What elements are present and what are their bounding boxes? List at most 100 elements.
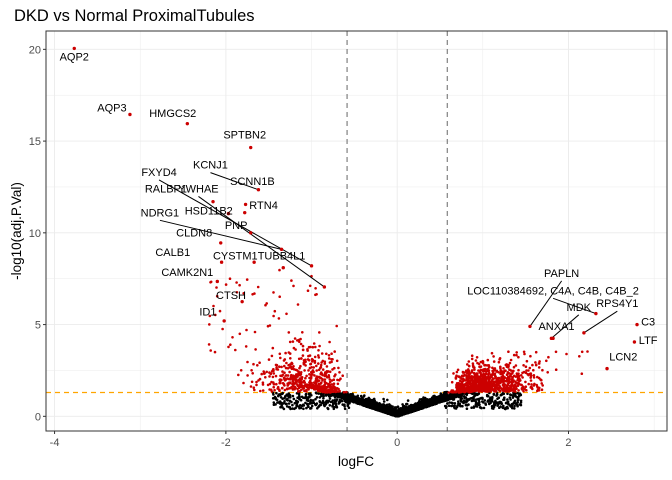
point-significant: [304, 383, 308, 387]
point-significant: [475, 381, 478, 384]
point-significant: [495, 370, 499, 373]
point-nonsignificant: [510, 402, 514, 406]
point-nonsignificant: [401, 409, 404, 413]
point-nonsignificant: [491, 400, 494, 403]
point-significant: [304, 389, 308, 392]
point-nonsignificant: [382, 400, 386, 403]
point-nonsignificant: [307, 405, 310, 409]
point-significant: [244, 345, 248, 348]
point-significant: [318, 344, 321, 348]
point-significant: [259, 389, 262, 393]
point-nonsignificant: [373, 407, 377, 410]
point-nonsignificant: [432, 397, 436, 401]
point-nonsignificant: [516, 391, 519, 395]
point-significant: [280, 365, 283, 369]
point-significant: [318, 382, 321, 386]
point-significant: [295, 373, 298, 376]
point-significant: [529, 354, 532, 358]
point-significant: [295, 380, 299, 384]
point-nonsignificant: [287, 402, 291, 405]
point-nonsignificant: [368, 406, 372, 409]
point-significant: [482, 372, 486, 376]
point-significant: [312, 366, 316, 369]
point-nonsignificant: [473, 394, 476, 398]
point-significant: [528, 366, 532, 370]
point-significant: [493, 372, 497, 376]
point-nonsignificant: [317, 392, 321, 395]
point-significant: [447, 391, 451, 394]
point-significant: [517, 372, 520, 376]
point-significant: [318, 385, 322, 388]
point-nonsignificant: [295, 402, 299, 406]
point-nonsignificant: [518, 403, 521, 406]
point-significant: [327, 389, 330, 393]
point-significant: [317, 354, 320, 357]
point-significant: [334, 373, 337, 376]
point-significant: [268, 324, 272, 327]
gene-label: SPTBN2: [223, 129, 266, 141]
point-significant: [297, 386, 301, 390]
point-significant: [511, 376, 514, 380]
point-significant: [271, 375, 275, 379]
point-significant: [270, 390, 274, 393]
point-significant: [512, 385, 515, 388]
point-significant: [251, 372, 254, 375]
point-significant: [529, 379, 533, 382]
point-significant: [492, 360, 496, 363]
point-significant: [238, 332, 242, 336]
point-significant: [452, 372, 455, 375]
point-nonsignificant: [474, 400, 478, 404]
point-nonsignificant: [332, 394, 335, 397]
point-nonsignificant: [516, 395, 520, 399]
point-nonsignificant: [344, 400, 348, 404]
point-nonsignificant: [502, 398, 505, 402]
point-significant: [464, 379, 467, 382]
point-nonsignificant: [309, 392, 312, 395]
point-nonsignificant: [417, 404, 421, 407]
point-significant: [272, 291, 275, 294]
point-significant: [298, 366, 301, 370]
point-significant: [278, 268, 281, 272]
point-significant: [491, 371, 495, 375]
point-significant: [317, 362, 320, 365]
point-nonsignificant: [391, 406, 394, 409]
point-significant: [283, 388, 287, 392]
point-significant: [505, 377, 509, 380]
point-significant: [207, 343, 211, 346]
point-nonsignificant: [368, 397, 371, 401]
point-significant: [545, 359, 548, 363]
point-nonsignificant: [355, 399, 358, 402]
point-significant: [486, 368, 489, 372]
point-significant: [303, 381, 307, 384]
point-nonsignificant: [465, 393, 469, 397]
point-nonsignificant: [485, 394, 489, 398]
labeled-point: [185, 121, 190, 126]
point-significant: [525, 369, 528, 372]
point-significant: [287, 331, 291, 334]
point-nonsignificant: [295, 392, 299, 395]
point-significant: [461, 374, 464, 378]
point-nonsignificant: [509, 393, 512, 396]
point-nonsignificant: [317, 405, 320, 409]
point-nonsignificant: [507, 402, 510, 406]
point-significant: [506, 371, 510, 374]
point-significant: [327, 357, 331, 360]
point-significant: [224, 283, 228, 286]
labeled-point: [128, 112, 132, 117]
point-significant: [246, 374, 249, 377]
point-nonsignificant: [283, 401, 286, 405]
point-significant: [281, 381, 285, 385]
point-nonsignificant: [348, 394, 352, 398]
point-nonsignificant: [425, 402, 428, 406]
point-significant: [308, 354, 312, 357]
point-significant: [249, 385, 253, 388]
point-significant: [524, 371, 528, 375]
point-significant: [534, 361, 537, 364]
point-significant: [470, 357, 474, 361]
point-nonsignificant: [322, 394, 326, 398]
point-nonsignificant: [432, 399, 436, 403]
point-nonsignificant: [462, 399, 466, 402]
point-significant: [288, 370, 291, 374]
point-significant: [296, 339, 299, 342]
point-nonsignificant: [433, 394, 436, 398]
